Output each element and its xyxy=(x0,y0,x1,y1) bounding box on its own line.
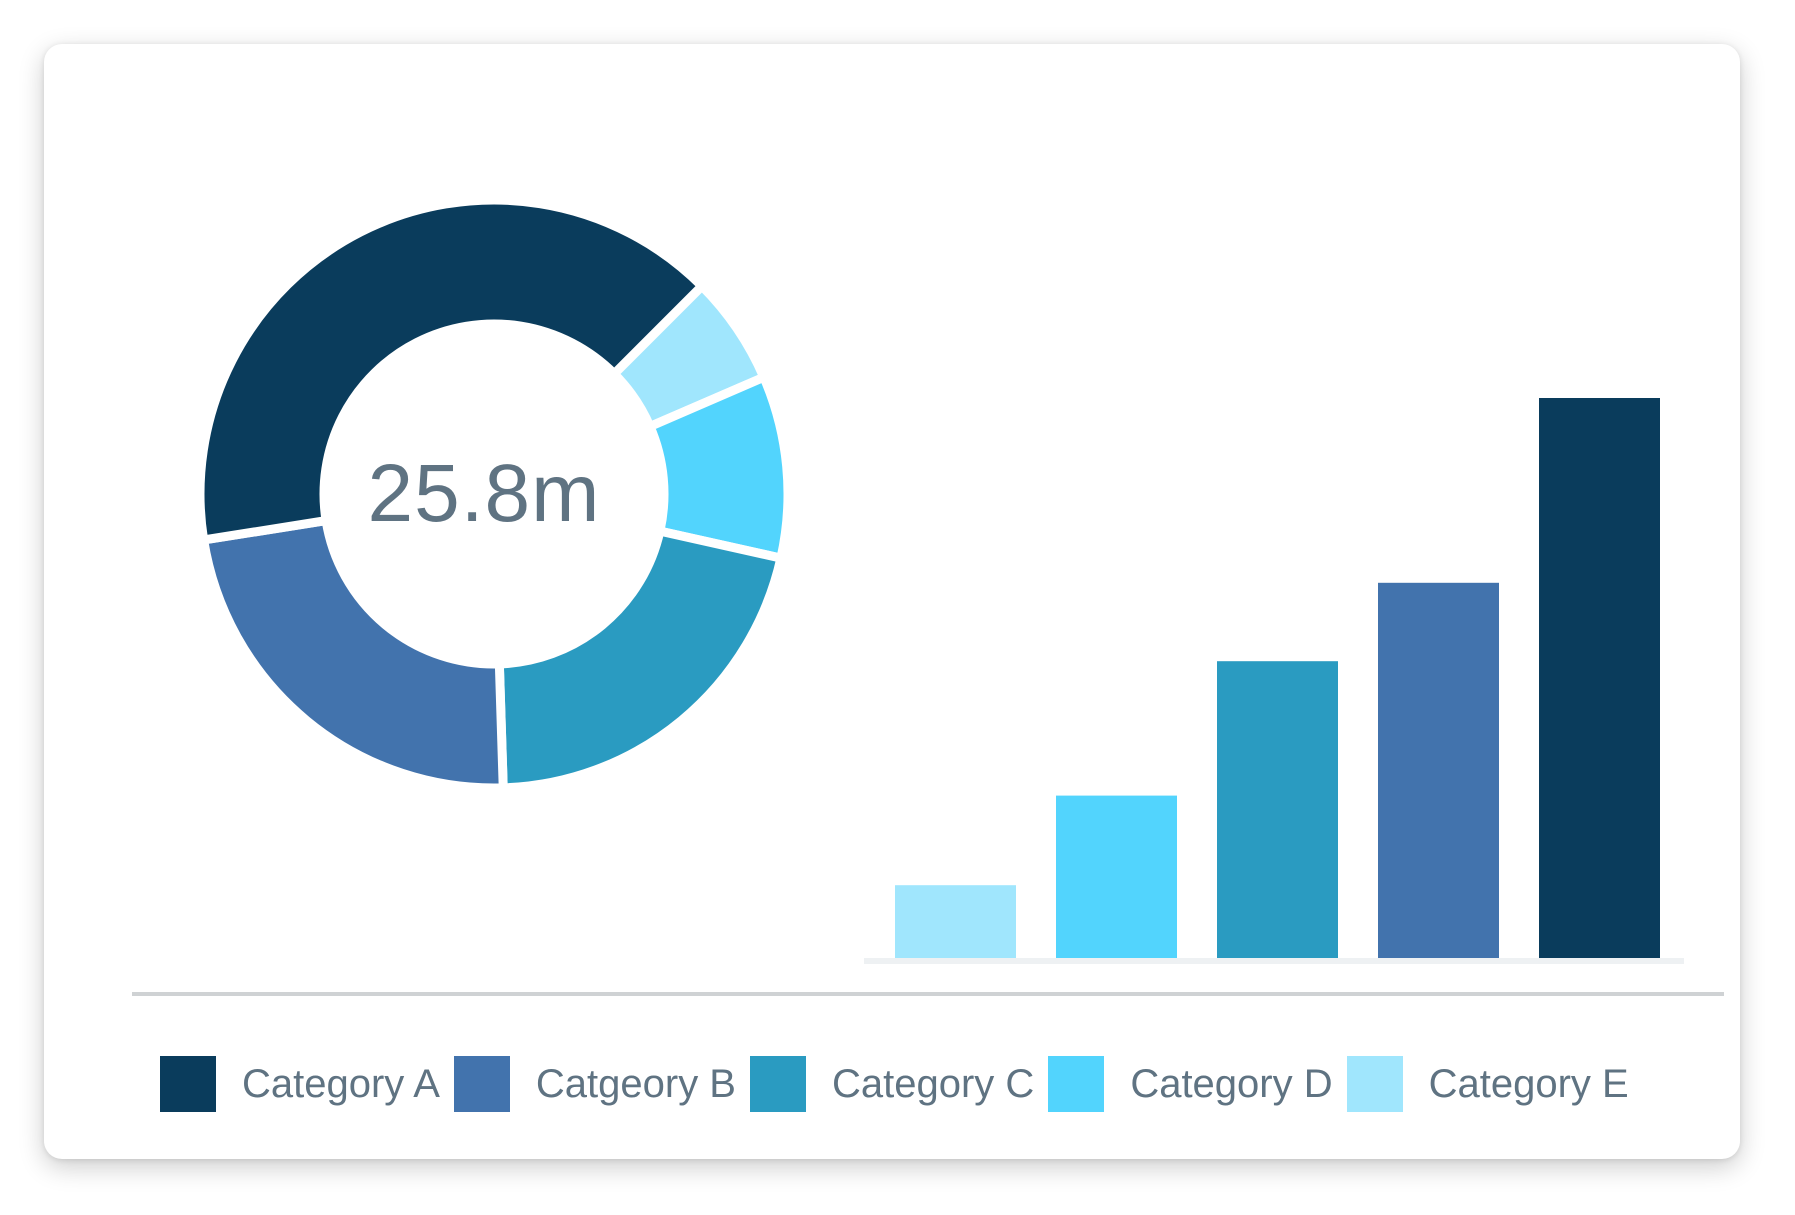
bar xyxy=(895,885,1016,958)
bar-svg xyxy=(864,398,1684,964)
bar-baseline xyxy=(864,958,1684,964)
legend-item-category-e: Category E xyxy=(1346,1056,1629,1112)
donut-svg xyxy=(195,195,793,793)
legend-label: Category A xyxy=(242,1061,440,1106)
legend-swatch xyxy=(750,1056,806,1112)
legend-label: Category E xyxy=(1428,1061,1629,1106)
legend: Category A Catgeory B Category C Categor… xyxy=(160,1044,1720,1124)
bar xyxy=(1378,582,1499,958)
legend-swatch xyxy=(1048,1056,1105,1112)
legend-swatch xyxy=(453,1056,510,1112)
donut-chart: 25.8m xyxy=(154,154,834,834)
legend-label: Category C xyxy=(832,1061,1035,1106)
donut-slice xyxy=(494,525,787,793)
divider xyxy=(132,992,1724,996)
legend-swatch xyxy=(1346,1056,1403,1112)
legend-item-category-a: Category A xyxy=(160,1056,440,1112)
legend-item-category-c: Category C xyxy=(750,1056,1034,1112)
legend-label: Catgeory B xyxy=(535,1061,736,1106)
legend-swatch xyxy=(160,1056,216,1112)
bar-chart xyxy=(864,324,1724,974)
bar xyxy=(1217,661,1338,958)
donut-center-label: 25.8m xyxy=(367,448,601,539)
chart-card: 25.8m Category A Catgeory B Category C C… xyxy=(44,44,1740,1159)
legend-item-category-d: Category D xyxy=(1048,1056,1333,1112)
bar xyxy=(1539,398,1660,958)
legend-item-category-b: Catgeory B xyxy=(453,1056,736,1112)
donut-slice xyxy=(195,195,709,546)
bar xyxy=(1056,795,1177,958)
legend-label: Category D xyxy=(1130,1061,1333,1106)
donut-slice xyxy=(198,515,508,793)
